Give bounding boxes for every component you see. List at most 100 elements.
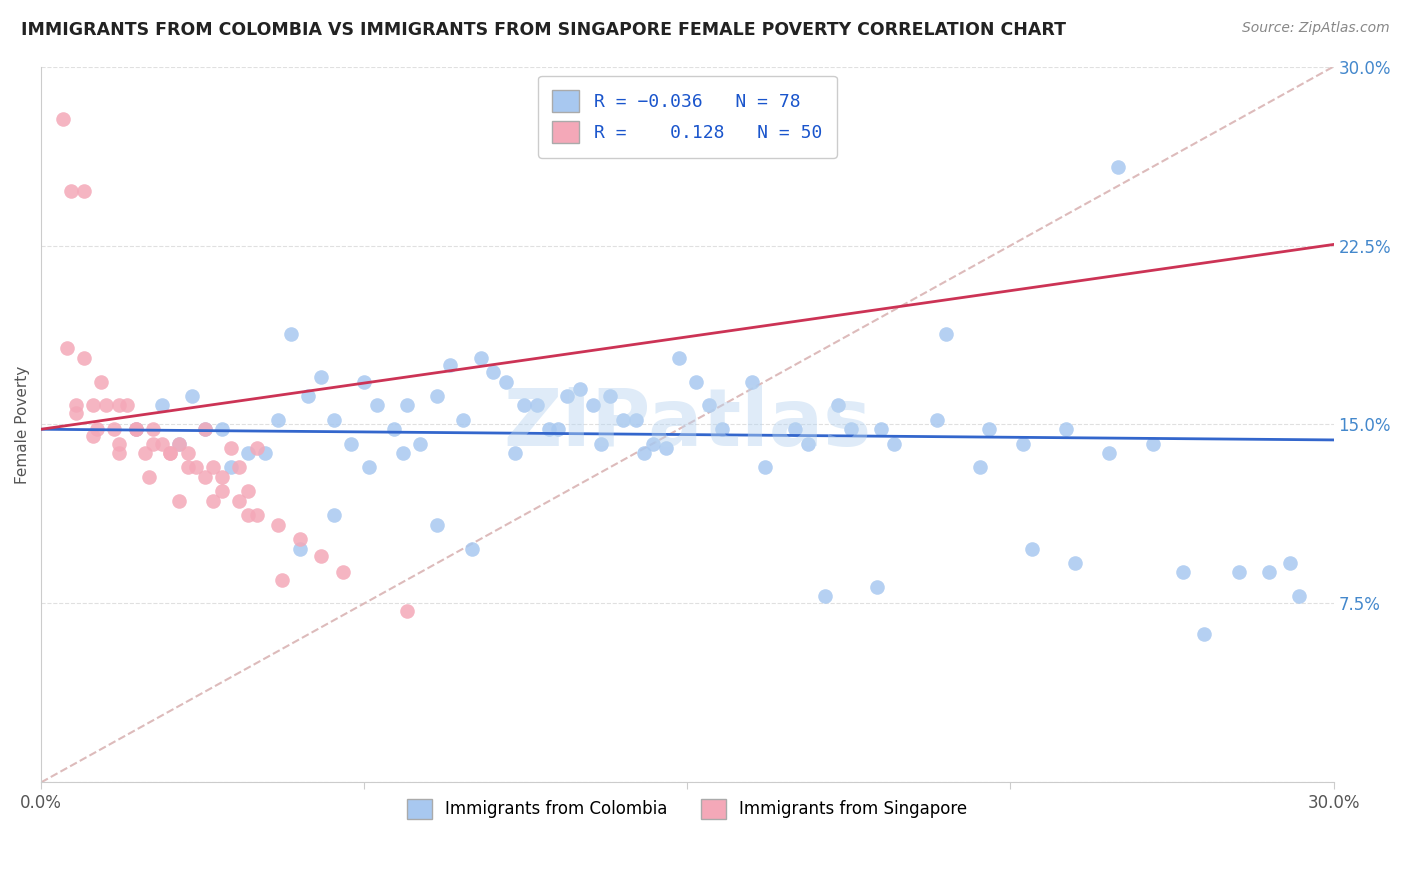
Point <box>927 413 949 427</box>
Point <box>117 398 139 412</box>
Point <box>245 508 267 523</box>
Point <box>73 184 96 198</box>
Point <box>176 460 198 475</box>
Point <box>211 470 233 484</box>
Y-axis label: Female Poverty: Female Poverty <box>15 366 30 483</box>
Point <box>236 446 259 460</box>
Point <box>710 422 733 436</box>
Point <box>612 413 634 427</box>
Point <box>697 398 720 412</box>
Point <box>323 413 346 427</box>
Point <box>202 493 225 508</box>
Point <box>142 422 165 436</box>
Point <box>186 460 208 475</box>
Point <box>82 429 104 443</box>
Point <box>591 436 613 450</box>
Point <box>581 398 603 412</box>
Point <box>538 422 561 436</box>
Point <box>332 566 354 580</box>
Point <box>245 442 267 456</box>
Point <box>1107 160 1129 174</box>
Point <box>555 389 578 403</box>
Point <box>470 351 492 365</box>
Point <box>138 470 160 484</box>
Point <box>1194 627 1216 641</box>
Point <box>86 422 108 436</box>
Point <box>870 422 893 436</box>
Point <box>323 508 346 523</box>
Point <box>65 398 87 412</box>
Point <box>194 422 217 436</box>
Point <box>382 422 405 436</box>
Point <box>228 493 250 508</box>
Point <box>1098 446 1121 460</box>
Text: IMMIGRANTS FROM COLOMBIA VS IMMIGRANTS FROM SINGAPORE FEMALE POVERTY CORRELATION: IMMIGRANTS FROM COLOMBIA VS IMMIGRANTS F… <box>21 21 1066 38</box>
Point <box>396 398 419 412</box>
Point <box>1257 566 1279 580</box>
Point <box>107 398 129 412</box>
Point <box>754 460 776 475</box>
Text: Source: ZipAtlas.com: Source: ZipAtlas.com <box>1241 21 1389 35</box>
Point <box>655 442 678 456</box>
Point <box>883 436 905 450</box>
Point <box>280 326 302 341</box>
Point <box>1171 566 1194 580</box>
Point <box>461 541 484 556</box>
Point <box>392 446 415 460</box>
Point <box>512 398 534 412</box>
Point <box>103 422 125 436</box>
Point <box>503 446 526 460</box>
Point <box>52 112 75 127</box>
Point <box>977 422 1000 436</box>
Point <box>236 484 259 499</box>
Point <box>180 389 202 403</box>
Point <box>107 446 129 460</box>
Point <box>839 422 862 436</box>
Point <box>159 446 181 460</box>
Point <box>439 358 461 372</box>
Point <box>125 422 148 436</box>
Point <box>568 382 591 396</box>
Point <box>353 375 375 389</box>
Point <box>969 460 991 475</box>
Point <box>56 341 79 355</box>
Point <box>426 389 449 403</box>
Point <box>219 442 242 456</box>
Point <box>194 470 217 484</box>
Point <box>1012 436 1035 450</box>
Point <box>599 389 621 403</box>
Point <box>94 398 117 412</box>
Point <box>309 369 332 384</box>
Point <box>1279 556 1302 570</box>
Point <box>633 446 655 460</box>
Point <box>396 604 419 618</box>
Point <box>288 541 311 556</box>
Point <box>150 436 173 450</box>
Text: ZIPatlas: ZIPatlas <box>503 385 872 464</box>
Point <box>814 589 837 603</box>
Point <box>159 446 181 460</box>
Point <box>90 375 112 389</box>
Point <box>668 351 690 365</box>
Point <box>82 398 104 412</box>
Point <box>340 436 363 450</box>
Point <box>167 436 190 450</box>
Point <box>526 398 548 412</box>
Point <box>267 517 290 532</box>
Point <box>228 460 250 475</box>
Point <box>176 446 198 460</box>
Point <box>219 460 242 475</box>
Point <box>495 375 517 389</box>
Point <box>357 460 380 475</box>
Point <box>107 436 129 450</box>
Point <box>1288 589 1310 603</box>
Point <box>125 422 148 436</box>
Point <box>866 580 889 594</box>
Point <box>797 436 820 450</box>
Point <box>1142 436 1164 450</box>
Point <box>624 413 647 427</box>
Point <box>288 532 311 546</box>
Point <box>167 493 190 508</box>
Point <box>150 398 173 412</box>
Point <box>73 351 96 365</box>
